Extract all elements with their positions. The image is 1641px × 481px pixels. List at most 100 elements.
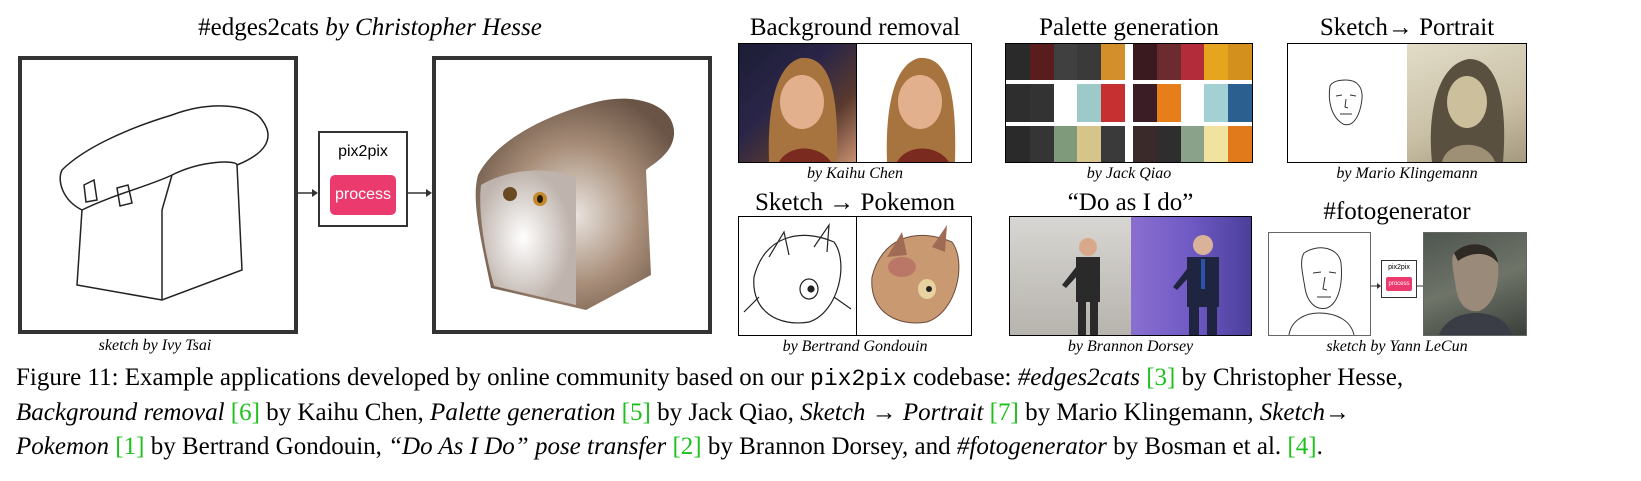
palette-swatch: [1006, 84, 1030, 122]
palette-generation-caption: by Jack Qiao: [1086, 165, 1172, 182]
pokemon-output-drawing: [871, 225, 960, 324]
do-as-i-do-input-figure: [1062, 238, 1100, 335]
caption-text: by Brannon Dorsey, and: [701, 433, 957, 460]
sketch-pokemon-divider: [856, 217, 857, 335]
palette-swatch: [1077, 126, 1102, 162]
do-as-i-do-title: “Do as I do”: [1067, 189, 1194, 216]
edges2cats-caption: sketch by Ivy Tsai: [98, 337, 212, 354]
caption-text: codebase:: [906, 364, 1018, 391]
sketch-portrait-face-sketch: [1328, 79, 1363, 126]
background-removal-input: [739, 44, 856, 162]
arrow-to-pix2pix: [298, 186, 318, 198]
citation-link[interactable]: [2]: [672, 433, 702, 460]
palette-swatch: [1101, 84, 1125, 122]
palette-swatch: [1053, 44, 1078, 80]
background-removal-input-figure: [768, 57, 838, 162]
citation-link[interactable]: [4]: [1287, 433, 1317, 460]
background-removal-output: [857, 44, 971, 162]
palette-gap: [1124, 84, 1133, 122]
palette-swatch: [1204, 44, 1229, 80]
palette-swatch: [1077, 44, 1102, 80]
palette-swatch: [1053, 84, 1078, 122]
palette-swatch: [1132, 126, 1157, 162]
sketch-pokemon-input: [739, 217, 856, 335]
palette-swatch: [1180, 126, 1205, 162]
pix2pix-label: pix2pix: [338, 143, 388, 160]
palette-swatch: [1156, 84, 1181, 122]
caption-code: pix2pix: [810, 366, 907, 392]
cat-output-image: [475, 98, 675, 310]
caption-app-name: Pokemon: [16, 433, 110, 460]
citation-link[interactable]: [1]: [115, 433, 145, 460]
palette-swatch: [1180, 44, 1205, 80]
foto-process-button[interactable]: process: [1386, 277, 1412, 291]
arrow-to-output: [408, 186, 432, 198]
palette-swatch: [1228, 126, 1252, 162]
edges2cats-title-tag: #edges2cats: [198, 14, 319, 41]
sketch-portrait-title: Sketch→ Portrait: [1319, 14, 1495, 41]
cat-sketch-frame: [18, 56, 298, 334]
palette-swatch: [1029, 84, 1054, 122]
sketch-portrait-input: [1288, 44, 1407, 162]
caption-app-name: “Do As I Do” pose transfer: [388, 433, 667, 460]
fotogenerator-output: [1423, 232, 1527, 336]
background-removal-image: [738, 43, 972, 163]
foto-pix2pix-label: pix2pix: [1388, 264, 1410, 271]
palette-swatch: [1029, 126, 1054, 162]
caption-text: by Bertrand Gondouin,: [144, 433, 389, 460]
palette-swatch: [1228, 44, 1252, 80]
process-button[interactable]: process: [330, 175, 396, 215]
sketch-portrait-caption: by Mario Klingemann: [1336, 165, 1478, 182]
palette-row-1: [1006, 44, 1252, 80]
fotogenerator-output-face: [1439, 244, 1512, 335]
palette-swatch: [1156, 44, 1181, 80]
citation-link[interactable]: [6]: [230, 399, 260, 426]
caption-app-name: #fotogenerator: [956, 433, 1107, 460]
caption-text: by Jack Qiao,: [650, 399, 801, 426]
sketch-portrait-figure: [1430, 59, 1505, 162]
caption-app-name: #edges2cats: [1017, 364, 1140, 391]
palette-row-3: [1006, 126, 1252, 162]
pokemon-sketch-drawing: [743, 222, 852, 324]
palette-swatch: [1101, 126, 1125, 162]
citation-link[interactable]: [5]: [621, 399, 651, 426]
palette-swatch: [1228, 84, 1252, 122]
palette-swatch: [1029, 44, 1054, 80]
background-removal-caption: by Kaihu Chen: [807, 165, 903, 182]
background-removal-title: Background removal: [749, 14, 961, 41]
palette-swatch: [1204, 126, 1229, 162]
palette-gap: [1124, 44, 1133, 80]
palette-swatch: [1180, 84, 1205, 122]
sketch-pokemon-title: Sketch → Pokemon: [755, 189, 955, 216]
citation-link[interactable]: [3]: [1146, 364, 1176, 391]
palette-row-2: [1006, 84, 1252, 122]
palette-swatch: [1156, 126, 1181, 162]
palette-swatch: [1101, 44, 1125, 80]
caption-app-name: Sketch → Portrait: [800, 399, 984, 426]
caption-text: by Christopher Hesse,: [1175, 364, 1404, 391]
caption-app-name: Palette generation: [430, 399, 616, 426]
do-as-i-do-caption: by Brannon Dorsey: [1067, 338, 1194, 355]
sketch-portrait-output: [1407, 44, 1526, 162]
figure-caption: Figure 11: Example applications develope…: [16, 361, 1628, 464]
edges2cats-title-author: by Christopher Hesse: [325, 14, 542, 41]
fotogenerator-caption: sketch by Yann LeCun: [1326, 338, 1468, 355]
cat-sketch-drawing: [59, 105, 269, 301]
palette-swatch: [1053, 126, 1078, 162]
edges2cats-title: #edges2cats by Christopher Hesse: [120, 14, 620, 42]
palette-swatch: [1132, 44, 1157, 80]
citation-link[interactable]: [7]: [989, 399, 1019, 426]
palette-generation-image: [1005, 43, 1253, 163]
foto-arrow-1: [1371, 277, 1381, 289]
fotogenerator-input: [1268, 232, 1371, 336]
caption-text: by Kaihu Chen,: [259, 399, 431, 426]
sketch-pokemon-image: [738, 216, 972, 336]
foto-pix2pix-box: pix2pix process: [1381, 260, 1417, 298]
sketch-portrait-image: [1287, 43, 1527, 163]
do-as-i-do-input: [1010, 217, 1131, 335]
fotogenerator-face-sketch: [1288, 247, 1355, 335]
caption-app-name: Background removal: [16, 399, 225, 426]
palette-swatch: [1204, 84, 1229, 122]
palette-swatch: [1006, 126, 1030, 162]
palette-swatch: [1006, 44, 1030, 80]
